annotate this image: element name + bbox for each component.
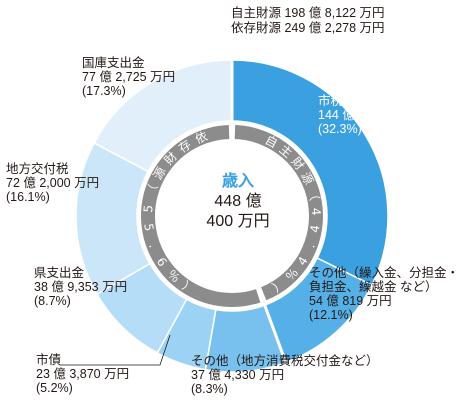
center-title: 歳入 (221, 173, 254, 190)
label-sonota-own: その他（繰入金、分担金・ 負担金、繰越金 など） 54 億 819 万円 (12… (309, 266, 460, 322)
label-shisai: 市債 23 億 3,870 万円 (5.2%) (36, 353, 130, 395)
dependent-funding-total: 依存財源 249 億 2,278 万円 (231, 21, 385, 35)
center-total-line1: 448 億 (214, 193, 262, 210)
dependent-ring-label-char: （ (143, 183, 160, 199)
own-funding-ring (234, 125, 323, 301)
chart-center: 歳入 448 億 400 万円 (188, 172, 288, 232)
own-funding-total: 自主財源 198 億 8,122 万円 (231, 6, 385, 20)
own-ring-label-char: （ (305, 187, 322, 202)
funding-summary: 自主財源 198 億 8,122 万円 依存財源 249 億 2,278 万円 (231, 6, 385, 36)
label-chihoukoufuzei: 地方交付税 72 億 2,000 万円 (16.1%) (6, 162, 100, 204)
own-ring-label-char: 4 (308, 224, 323, 234)
label-shizei: 市税 144 億 7,303 万円 (32.3%) (318, 94, 419, 136)
slice-0 (231, 59, 389, 287)
dependent-ring-label-char: . (146, 241, 160, 249)
group-divider-1 (256, 284, 288, 365)
label-kokkoshishutsukin: 国庫支出金 77 億 2,725 万円 (17.3%) (82, 56, 176, 98)
center-disc (156, 140, 308, 292)
leader-line-shisai (60, 334, 171, 366)
dependent-funding-ring (141, 125, 261, 307)
dependent-ring-label-char: 5 (141, 223, 156, 232)
center-total-line2: 400 万円 (206, 213, 270, 230)
own-ring-label-char: 源 (298, 170, 316, 187)
own-ring-label-char: 4 (309, 207, 323, 215)
own-ring-label-char: 自 (263, 133, 280, 151)
label-kenshishutsukin: 県支出金 38 億 9,353 万円 (8.7%) (34, 266, 128, 308)
dependent-ring-label-char: 5 (141, 204, 156, 213)
own-ring-label-char: . (303, 241, 317, 250)
label-sonota-dep: その他（地方消費税交付金など） 37 億 4,330 万円 (8.3%) (191, 354, 379, 396)
dependent-ring-label-char: 依 (193, 128, 210, 146)
